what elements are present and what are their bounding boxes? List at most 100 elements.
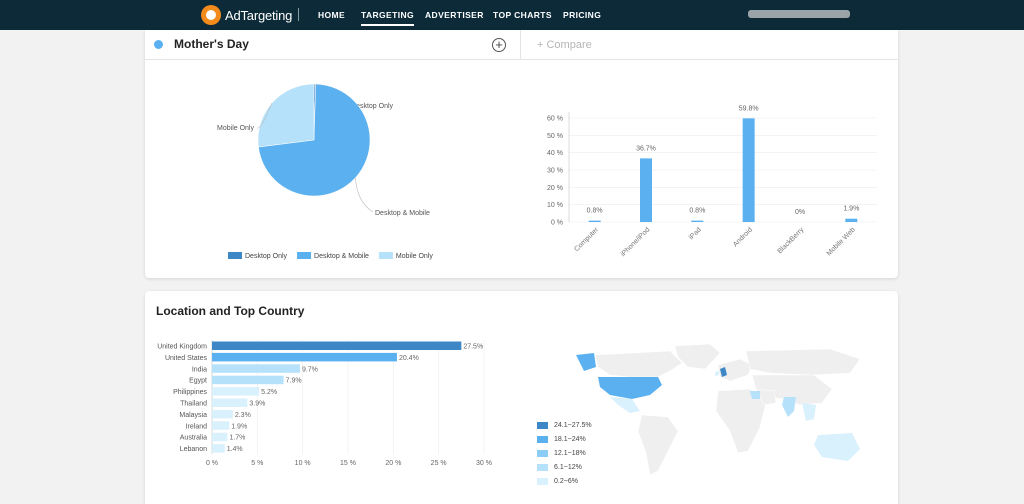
header-divider bbox=[520, 30, 521, 60]
x-tick-label: 0 % bbox=[206, 460, 218, 467]
country-bar-chart: 0 % 5 % 10 % 15 % 20 % 25 % 30 % United Kingdom… bbox=[157, 340, 492, 467]
top-nav-bar: AdTargeting HOME TARGETING ADVERTISER TO… bbox=[0, 0, 1024, 30]
map-southeast-asia bbox=[802, 403, 816, 421]
x-tick-label: 15 % bbox=[340, 460, 356, 467]
y-tick-label: 10 % bbox=[547, 202, 563, 209]
map-south-america bbox=[637, 414, 679, 476]
country-label: Ireland bbox=[186, 423, 208, 430]
bar[interactable] bbox=[742, 118, 755, 222]
map-europe bbox=[717, 358, 753, 382]
map-legend-swatch bbox=[537, 436, 548, 443]
pie-legend-swatch bbox=[378, 252, 393, 259]
map-canada bbox=[594, 350, 683, 378]
bar[interactable] bbox=[691, 220, 704, 222]
map-legend-label: 12.1~18% bbox=[554, 450, 586, 457]
map-legend-label: 24.1~27.5% bbox=[554, 422, 592, 429]
x-tick-label: 5 % bbox=[251, 460, 263, 467]
map-australia bbox=[814, 433, 860, 461]
pie-legend-label[interactable]: Mobile Only bbox=[396, 253, 433, 260]
country-bar[interactable] bbox=[212, 421, 230, 430]
x-tick-label: iPhone/iPod bbox=[620, 226, 652, 258]
map-legend-swatch bbox=[537, 450, 548, 457]
bar-value-label: 0.8% bbox=[689, 208, 705, 215]
country-bar[interactable] bbox=[212, 409, 233, 419]
country-value-label: 1.9% bbox=[231, 423, 247, 430]
nav-home[interactable]: HOME bbox=[318, 10, 346, 20]
nav-top-charts[interactable]: TOP CHARTS bbox=[493, 10, 552, 20]
pie-leader-line bbox=[355, 177, 374, 213]
country-bar[interactable] bbox=[212, 341, 462, 351]
map-russia bbox=[745, 348, 861, 376]
x-tick-label: Computer bbox=[573, 226, 600, 253]
map-alaska bbox=[576, 353, 596, 371]
pie-legend-label[interactable]: Desktop & Mobile bbox=[314, 253, 369, 260]
country-label: Philippines bbox=[173, 389, 207, 396]
compare-button[interactable]: + Compare bbox=[537, 39, 592, 51]
bar[interactable] bbox=[640, 158, 652, 222]
country-bar[interactable] bbox=[212, 364, 300, 373]
location-title: Location and Top Country bbox=[156, 304, 305, 318]
map-legend-item: 12.1~18% bbox=[537, 450, 586, 457]
y-tick-label: 50 % bbox=[547, 133, 563, 140]
bar-value-label: 1.9% bbox=[843, 206, 859, 213]
y-tick-label: 0 % bbox=[551, 220, 563, 227]
brand-logo[interactable]: AdTargeting bbox=[201, 5, 292, 25]
map-greenland bbox=[674, 343, 721, 370]
x-tick-label: 10 % bbox=[295, 460, 311, 467]
nav-separator bbox=[298, 8, 299, 21]
map-legend-item: 24.1~27.5% bbox=[537, 422, 592, 429]
segment-color-dot bbox=[154, 40, 163, 49]
x-tick-label: BlackBerry bbox=[777, 226, 806, 255]
y-tick-label: 60 % bbox=[547, 116, 563, 123]
bar[interactable] bbox=[845, 218, 858, 222]
segment-header: Mother's Day + + Compare bbox=[145, 30, 898, 60]
map-ireland bbox=[715, 371, 719, 376]
bar-value-label: 36.7% bbox=[636, 145, 656, 152]
pie-slice-label: Desktop & Mobile bbox=[375, 210, 430, 217]
country-label: United States bbox=[165, 355, 208, 362]
map-middle-east bbox=[755, 388, 777, 406]
pie-legend-swatch bbox=[228, 252, 242, 259]
x-tick-label: Android bbox=[732, 226, 754, 248]
add-segment-button[interactable]: + bbox=[492, 38, 506, 52]
map-egypt bbox=[750, 391, 760, 399]
map-legend-swatch bbox=[537, 478, 548, 485]
country-label: Malaysia bbox=[179, 412, 207, 419]
country-bar[interactable] bbox=[212, 387, 260, 396]
map-india bbox=[782, 397, 796, 417]
nav-pricing[interactable]: PRICING bbox=[563, 10, 602, 20]
map-legend-label: 0.2~6% bbox=[554, 478, 578, 485]
account-bar[interactable] bbox=[748, 10, 850, 18]
country-label: Lebanon bbox=[180, 446, 207, 453]
pie-leader-line bbox=[256, 102, 273, 129]
pie-slice-label: Mobile Only bbox=[217, 125, 254, 132]
device-pie-chart: Desktop Only Desktop & Mobile Mobile Only D… bbox=[217, 83, 433, 260]
pie-slice-label: Desktop Only bbox=[351, 103, 394, 110]
country-bar[interactable] bbox=[212, 375, 284, 385]
country-value-label: 1.4% bbox=[227, 446, 243, 453]
map-united-kingdom bbox=[720, 367, 727, 377]
country-bar[interactable] bbox=[212, 352, 397, 362]
x-tick-label: iPad bbox=[688, 226, 703, 241]
country-value-label: 9.7% bbox=[302, 366, 318, 373]
map-mexico bbox=[610, 397, 640, 413]
brand-name: AdTargeting bbox=[225, 7, 293, 23]
pie-legend-label[interactable]: Desktop Only bbox=[245, 253, 288, 260]
country-label: United Kingdom bbox=[157, 344, 207, 351]
map-legend-item: 0.2~6% bbox=[537, 478, 578, 485]
country-bar[interactable] bbox=[212, 432, 228, 442]
y-tick-label: 40 % bbox=[547, 150, 563, 157]
nav-advertiser[interactable]: ADVERTISER bbox=[425, 10, 484, 20]
y-tick-label: 20 % bbox=[547, 185, 563, 192]
segment-title: Mother's Day bbox=[174, 37, 249, 51]
country-label: Thailand bbox=[180, 401, 207, 408]
map-legend-swatch bbox=[537, 464, 548, 471]
nav-targeting[interactable]: TARGETING bbox=[361, 0, 415, 30]
platform-bar-chart: 0 % 10 % 20 % 30 % 40 % 50 % 60 % 0.8% Computer 3… bbox=[547, 105, 877, 258]
country-value-label: 20.4% bbox=[399, 355, 419, 362]
country-value-label: 27.5% bbox=[463, 344, 483, 351]
country-bar[interactable] bbox=[212, 398, 248, 408]
country-bar[interactable] bbox=[212, 444, 225, 453]
bar[interactable] bbox=[588, 220, 601, 222]
country-label: Australia bbox=[180, 435, 207, 442]
